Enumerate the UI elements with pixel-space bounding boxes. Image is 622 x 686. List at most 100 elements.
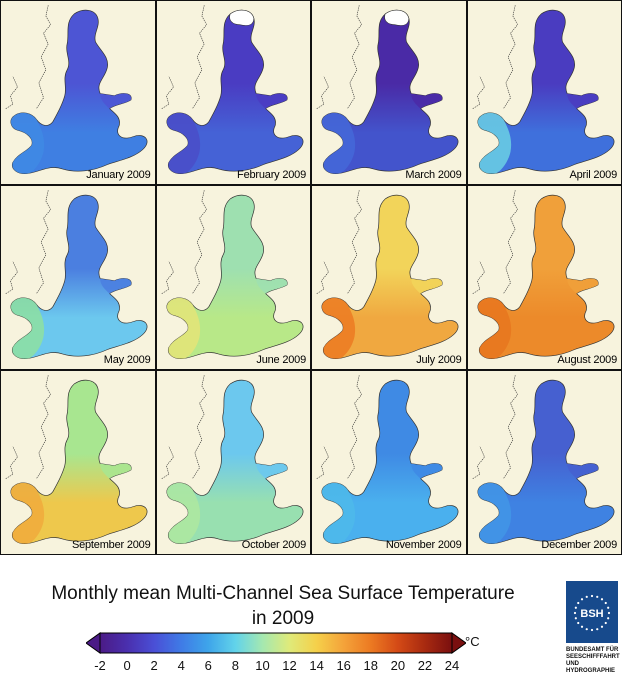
colorbar-tick-label: 18 xyxy=(363,658,378,673)
month-panel: May 2009 xyxy=(1,186,155,369)
western-sea-area xyxy=(477,482,511,544)
gulf-of-finland xyxy=(100,278,132,294)
colorbar-tick-label: 16 xyxy=(336,658,351,673)
coastline xyxy=(316,5,362,109)
western-sea-area xyxy=(10,112,45,174)
colorbar-gradient xyxy=(99,632,453,654)
colorbar-tick-label: 4 xyxy=(177,658,185,673)
colorbar-tick-label: 12 xyxy=(282,658,297,673)
logo-line-1: BUNDESAMT FÜR xyxy=(566,647,619,653)
colorbar-tick-label: 2 xyxy=(150,658,158,673)
colorbar-tick-label: 22 xyxy=(417,658,433,673)
western-sea-area xyxy=(321,112,356,174)
month-label: September 2009 xyxy=(71,539,151,551)
month-label: April 2009 xyxy=(569,169,617,181)
logo-line-4: HYDROGRAPHIE xyxy=(566,668,616,674)
gulf-of-finland xyxy=(255,93,287,109)
coastline xyxy=(472,190,518,294)
sea-surface xyxy=(321,379,459,544)
gulf-of-finland xyxy=(411,278,443,294)
month-label: November 2009 xyxy=(385,539,462,551)
coastline xyxy=(316,190,362,294)
colorbar-tick-label: 24 xyxy=(444,658,460,673)
coastline xyxy=(161,5,207,109)
bsh-logo-letters: BSH xyxy=(580,608,603,620)
bsh-logo-text: BUNDESAMT FÜR SEESCHIFFFAHRT UND HYDROGR… xyxy=(566,647,620,675)
coastline xyxy=(472,375,518,479)
western-sea-area xyxy=(166,482,200,544)
gulf-of-finland xyxy=(100,463,132,479)
sea-surface xyxy=(10,9,148,174)
western-sea-area xyxy=(321,482,356,544)
month-label: June 2009 xyxy=(256,354,306,366)
bsh-star-ring-icon: BSH xyxy=(573,594,611,632)
month-panel: December 2009 xyxy=(467,371,621,554)
figure-title: Monthly mean Multi-Channel Sea Surface T… xyxy=(51,583,515,604)
gulf-of-finland xyxy=(255,463,287,479)
month-panel: March 2009 xyxy=(312,1,466,184)
month-label: January 2009 xyxy=(86,169,151,181)
temperature-colorbar xyxy=(86,632,466,654)
colorbar-tick-label: 10 xyxy=(255,658,270,673)
logo-line-2: SEESCHIFFFAHRT xyxy=(566,654,620,660)
gulf-of-finland xyxy=(566,93,598,109)
colorbar-tick-label: 14 xyxy=(309,658,324,673)
coastline xyxy=(316,375,362,479)
month-label: October 2009 xyxy=(241,539,306,551)
coastline xyxy=(5,5,51,109)
month-panel: September 2009 xyxy=(1,371,155,554)
sea-surface xyxy=(321,9,459,174)
colorbar-tick-label: 20 xyxy=(390,658,406,673)
sea-surface xyxy=(477,379,614,544)
baltic-sea-map xyxy=(472,190,614,359)
western-sea-area xyxy=(477,297,511,359)
sea-ice-area xyxy=(228,9,254,26)
coastline xyxy=(472,5,518,109)
baltic-sea-map xyxy=(316,375,459,544)
colorbar-tick-label: 6 xyxy=(204,658,212,673)
baltic-sea-map xyxy=(161,190,303,359)
logo-line-3: UND xyxy=(566,661,579,667)
month-panel: June 2009 xyxy=(156,186,310,369)
sst-map-grid: January 2009 February 2009 March 2009 April… xyxy=(0,0,622,555)
month-label: August 2009 xyxy=(557,354,617,366)
bsh-logo-mark: BSH xyxy=(566,581,618,643)
month-panel: August 2009 xyxy=(467,186,621,369)
sea-ice-area xyxy=(384,9,410,26)
western-sea-area xyxy=(321,297,356,359)
colorbar-tick-label: 0 xyxy=(123,658,131,673)
colorbar-tick-label: 8 xyxy=(231,658,239,673)
colorbar-unit: °C xyxy=(465,634,480,649)
gulf-of-finland xyxy=(566,463,598,479)
sea-surface xyxy=(10,379,148,544)
colorbar-min-arrow xyxy=(86,632,101,654)
baltic-sea-map xyxy=(316,190,459,359)
baltic-sea-map xyxy=(316,5,459,174)
baltic-sea-map xyxy=(472,5,614,174)
month-panel: November 2009 xyxy=(312,371,466,554)
sea-surface xyxy=(166,379,303,544)
sea-surface xyxy=(10,194,148,359)
western-sea-area xyxy=(166,112,200,174)
baltic-sea-map xyxy=(161,5,303,174)
sea-surface xyxy=(477,9,614,174)
gulf-of-finland xyxy=(566,278,598,294)
figure-subtitle: in 2009 xyxy=(251,608,315,629)
coastline xyxy=(5,190,51,294)
colorbar-max-arrow xyxy=(451,632,466,654)
coastline xyxy=(161,375,207,479)
sea-surface xyxy=(166,9,303,174)
western-sea-area xyxy=(10,297,45,359)
gulf-of-finland xyxy=(411,463,443,479)
baltic-sea-map xyxy=(472,375,614,544)
month-panel: January 2009 xyxy=(1,1,155,184)
gulf-of-finland xyxy=(255,278,287,294)
baltic-sea-map xyxy=(5,375,148,544)
gulf-of-finland xyxy=(411,93,443,109)
month-panel: April 2009 xyxy=(467,1,621,184)
coastline xyxy=(161,190,207,294)
colorbar-tick-label: -2 xyxy=(94,658,106,673)
month-label: July 2009 xyxy=(416,354,462,366)
western-sea-area xyxy=(477,112,511,174)
western-sea-area xyxy=(10,482,45,544)
